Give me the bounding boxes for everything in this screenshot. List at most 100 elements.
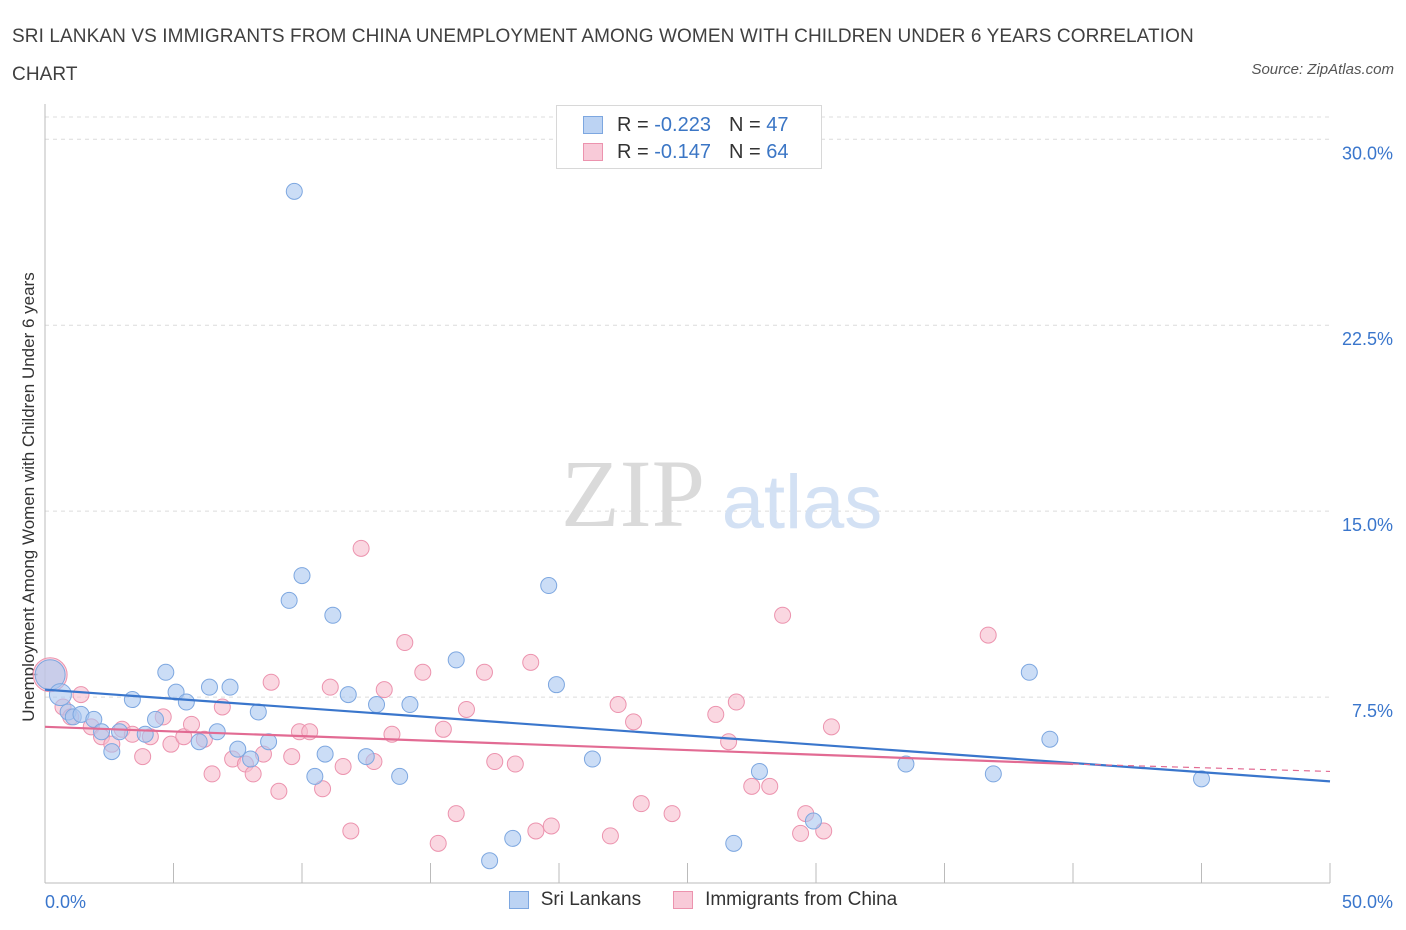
y-tick-label: 7.5%: [1352, 701, 1393, 721]
data-point-sri-lankans: [481, 852, 499, 870]
chart-title: SRI LANKAN VS IMMIGRANTS FROM CHINA UNEM…: [12, 26, 1194, 85]
series-sri-lankans: [34, 182, 1210, 870]
legend-r-label: R =: [617, 140, 649, 163]
data-point-immigrants-from-china: [815, 822, 833, 840]
data-point-sri-lankans: [1041, 730, 1059, 748]
legend-swatch-immigrants-from-china: [673, 891, 694, 909]
data-point-sri-lankans: [147, 710, 165, 728]
data-point-sri-lankans: [157, 663, 175, 681]
gridlines: [45, 116, 1330, 698]
data-point-immigrants-from-china: [475, 663, 493, 681]
data-point-sri-lankans: [280, 591, 298, 609]
data-point-sri-lankans: [306, 767, 324, 785]
trend-lines: [44, 688, 1331, 783]
data-point-sri-lankans: [504, 829, 522, 847]
legend-item-immigrants-from-china: Immigrants from China: [673, 889, 897, 911]
data-point-immigrants-from-china: [727, 693, 745, 711]
legend-row-sri-lankans: R = -0.223 N = 47: [583, 113, 788, 137]
data-point-immigrants-from-china: [414, 663, 432, 681]
data-point-sri-lankans: [804, 812, 822, 830]
data-point-immigrants-from-china: [72, 686, 90, 704]
data-point-immigrants-from-china: [244, 765, 262, 783]
data-point-sri-lankans: [984, 765, 1002, 783]
data-point-sri-lankans: [1193, 770, 1210, 788]
data-point-sri-lankans: [177, 693, 195, 711]
trend-line-extension-immigrants-from-china: [1072, 763, 1331, 773]
data-point-immigrants-from-china: [792, 824, 810, 842]
data-point-immigrants-from-china: [434, 720, 452, 738]
data-point-immigrants-from-china: [522, 653, 540, 671]
source-label: Source: ZipAtlas.com: [1251, 61, 1394, 78]
y-tick-label: 30.0%: [1342, 143, 1393, 163]
data-point-sri-lankans: [583, 750, 601, 768]
data-point-sri-lankans: [1020, 663, 1038, 681]
data-point-immigrants-from-china: [761, 777, 779, 795]
data-point-immigrants-from-china: [270, 782, 288, 800]
watermark-zip: ZIP: [561, 440, 705, 547]
data-point-immigrants-from-china: [720, 733, 738, 751]
data-point-sri-lankans: [447, 651, 465, 669]
data-point-sri-lankans: [401, 696, 419, 714]
data-point-immigrants-from-china: [609, 696, 627, 714]
data-point-immigrants-from-china: [774, 606, 792, 624]
data-point-immigrants-from-china: [979, 626, 997, 644]
data-point-immigrants-from-china: [486, 753, 504, 771]
legend-n-label: N =: [728, 113, 761, 136]
y-axis-title: Unemployment Among Women with Children U…: [19, 272, 38, 721]
y-tick-label: 15.0%: [1342, 515, 1393, 535]
data-point-sri-lankans: [339, 686, 357, 704]
data-point-immigrants-from-china: [601, 827, 619, 845]
data-point-immigrants-from-china: [375, 681, 393, 699]
watermark: ZIP atlas: [561, 440, 882, 547]
legend-swatch-immigrants-from-china: [583, 143, 603, 161]
data-point-sri-lankans: [293, 567, 311, 585]
data-point-immigrants-from-china: [182, 715, 200, 733]
data-point-sri-lankans: [242, 750, 260, 768]
legend-n-value: 47: [766, 113, 789, 136]
data-point-sri-lankans: [357, 748, 375, 766]
legend-label-immigrants-from-china: Immigrants from China: [705, 889, 898, 910]
data-point-sri-lankans: [368, 696, 386, 714]
data-point-immigrants-from-china: [334, 757, 352, 775]
legend-n-label: N =: [728, 140, 761, 163]
series-legend: Sri Lankans Immigrants from China: [0, 889, 1406, 911]
data-point-immigrants-from-china: [321, 678, 339, 696]
axes: [44, 104, 1331, 884]
data-point-sri-lankans: [725, 834, 743, 852]
legend-r-value: -0.147: [654, 140, 711, 163]
data-point-immigrants-from-china: [663, 805, 681, 823]
data-point-sri-lankans: [897, 755, 915, 773]
y-tick-label: 22.5%: [1342, 329, 1393, 349]
data-point-immigrants-from-china: [342, 822, 360, 840]
data-point-immigrants-from-china: [283, 748, 301, 766]
legend-swatch-sri-lankans: [508, 891, 529, 909]
legend-r-value: -0.223: [654, 113, 711, 136]
data-point-sri-lankans: [229, 740, 247, 758]
data-point-sri-lankans: [190, 733, 208, 751]
data-point-immigrants-from-china: [447, 805, 465, 823]
data-point-immigrants-from-china: [632, 795, 650, 813]
legend-label-sri-lankans: Sri Lankans: [540, 889, 642, 910]
data-point-sri-lankans: [260, 733, 278, 751]
legend-n-value: 64: [766, 140, 789, 163]
data-point-immigrants-from-china: [506, 755, 524, 773]
trend-line-sri-lankans: [44, 688, 1331, 783]
data-point-sri-lankans: [200, 678, 218, 696]
data-point-immigrants-from-china: [203, 765, 221, 783]
data-point-immigrants-from-china: [822, 718, 840, 736]
tick-labels: 7.5% 15.0% 22.5% 30.0% 0.0% 50.0%: [45, 143, 1393, 912]
data-point-sri-lankans: [93, 723, 111, 741]
data-point-sri-lankans: [103, 743, 121, 761]
data-point-sri-lankans: [123, 691, 141, 709]
data-point-sri-lankans: [316, 745, 334, 763]
data-point-sri-lankans: [285, 182, 303, 200]
data-point-immigrants-from-china: [527, 822, 545, 840]
x-tick-label: 50.0%: [1342, 892, 1393, 912]
data-point-immigrants-from-china: [352, 539, 370, 557]
data-point-sri-lankans: [167, 683, 185, 701]
data-point-immigrants-from-china: [396, 634, 414, 652]
data-point-sri-lankans: [221, 678, 239, 696]
data-point-immigrants-from-china: [625, 713, 643, 731]
data-point-immigrants-from-china: [707, 705, 725, 723]
